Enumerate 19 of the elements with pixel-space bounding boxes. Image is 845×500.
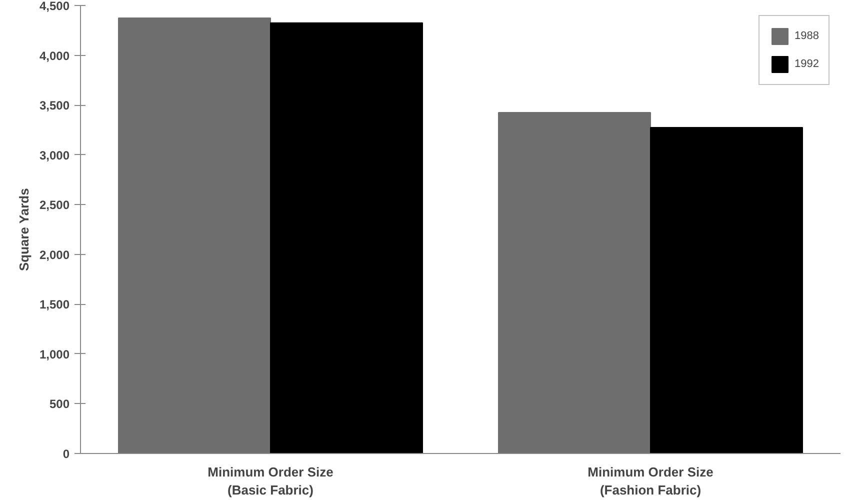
bar xyxy=(650,126,803,454)
legend-label: 1988 xyxy=(794,30,819,42)
legend-label: 1992 xyxy=(794,58,819,70)
x-tick-label: Minimum Order Size (Fashion Fabric) xyxy=(588,464,714,498)
bar xyxy=(270,22,423,454)
y-tick-label: 3,500 xyxy=(39,98,70,113)
y-tick-label: 4,000 xyxy=(39,48,70,63)
y-tick-label: 1,000 xyxy=(39,347,70,362)
y-tick-label: 2,500 xyxy=(39,198,70,212)
y-tick-label: 0 xyxy=(62,447,70,461)
bar xyxy=(118,17,271,454)
bar xyxy=(498,112,651,454)
y-tick-label: 4,500 xyxy=(39,0,70,13)
y-tick-label: 2,000 xyxy=(39,248,70,262)
y-tick-label: 500 xyxy=(49,397,70,412)
y-tick-label: 3,000 xyxy=(39,148,70,162)
y-tick-label: 1,500 xyxy=(39,298,70,312)
y-axis-title: Square Yards xyxy=(16,188,32,272)
x-tick-label: Minimum Order Size (Basic Fabric) xyxy=(208,464,334,498)
